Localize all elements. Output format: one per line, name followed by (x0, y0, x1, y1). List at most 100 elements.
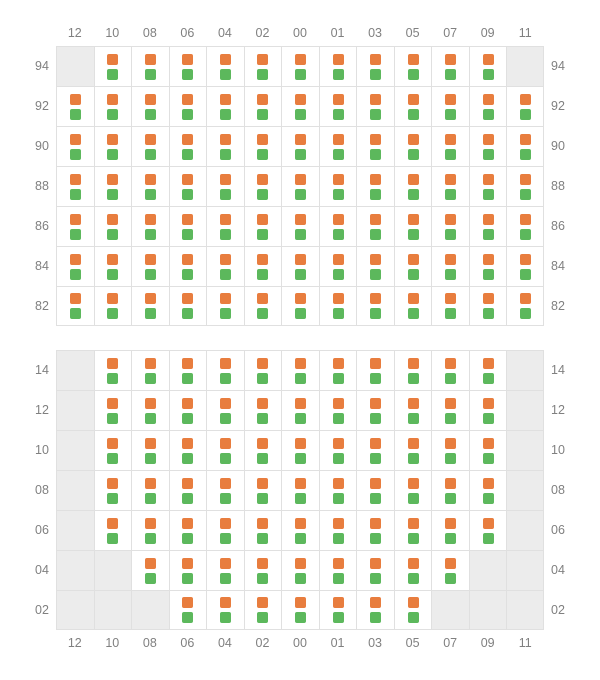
rack-cell-active[interactable] (469, 246, 507, 286)
rack-cell-active[interactable] (206, 166, 244, 206)
rack-cell-active[interactable] (206, 470, 244, 510)
rack-cell-active[interactable] (431, 390, 469, 430)
rack-cell-active[interactable] (131, 390, 169, 430)
rack-cell-active[interactable] (56, 246, 94, 286)
rack-cell-active[interactable] (281, 390, 319, 430)
rack-cell-active[interactable] (394, 166, 432, 206)
rack-cell-active[interactable] (244, 510, 282, 550)
rack-cell-active[interactable] (169, 390, 207, 430)
rack-cell-active[interactable] (394, 286, 432, 326)
rack-cell-active[interactable] (94, 350, 132, 390)
rack-cell-active[interactable] (356, 350, 394, 390)
rack-cell-active[interactable] (169, 286, 207, 326)
rack-cell-active[interactable] (169, 86, 207, 126)
rack-cell-active[interactable] (131, 286, 169, 326)
rack-cell-active[interactable] (94, 286, 132, 326)
rack-cell-active[interactable] (94, 46, 132, 86)
rack-cell-active[interactable] (206, 246, 244, 286)
rack-cell-active[interactable] (131, 430, 169, 470)
rack-cell-active[interactable] (281, 166, 319, 206)
rack-cell-active[interactable] (469, 166, 507, 206)
rack-cell-active[interactable] (56, 166, 94, 206)
rack-cell-active[interactable] (281, 510, 319, 550)
rack-cell-active[interactable] (131, 46, 169, 86)
rack-cell-active[interactable] (356, 590, 394, 630)
rack-cell-active[interactable] (394, 390, 432, 430)
rack-cell-active[interactable] (431, 126, 469, 166)
rack-cell-active[interactable] (94, 390, 132, 430)
rack-cell-active[interactable] (469, 470, 507, 510)
rack-cell-active[interactable] (131, 350, 169, 390)
rack-cell-active[interactable] (356, 206, 394, 246)
rack-cell-active[interactable] (131, 166, 169, 206)
rack-cell-active[interactable] (131, 246, 169, 286)
rack-cell-active[interactable] (319, 166, 357, 206)
rack-cell-active[interactable] (394, 590, 432, 630)
rack-cell-active[interactable] (206, 126, 244, 166)
rack-cell-active[interactable] (469, 510, 507, 550)
rack-cell-active[interactable] (319, 126, 357, 166)
rack-cell-active[interactable] (431, 510, 469, 550)
rack-cell-active[interactable] (244, 286, 282, 326)
rack-cell-active[interactable] (469, 350, 507, 390)
rack-cell-active[interactable] (169, 166, 207, 206)
rack-cell-active[interactable] (356, 86, 394, 126)
rack-cell-active[interactable] (169, 350, 207, 390)
rack-cell-active[interactable] (356, 286, 394, 326)
rack-cell-active[interactable] (431, 206, 469, 246)
rack-cell-active[interactable] (356, 246, 394, 286)
rack-cell-active[interactable] (169, 46, 207, 86)
rack-cell-active[interactable] (356, 126, 394, 166)
rack-cell-active[interactable] (206, 286, 244, 326)
rack-cell-active[interactable] (431, 46, 469, 86)
rack-cell-active[interactable] (94, 246, 132, 286)
rack-cell-active[interactable] (206, 590, 244, 630)
rack-cell-active[interactable] (431, 86, 469, 126)
rack-cell-active[interactable] (319, 350, 357, 390)
rack-cell-active[interactable] (319, 470, 357, 510)
rack-cell-active[interactable] (356, 46, 394, 86)
rack-cell-active[interactable] (244, 590, 282, 630)
rack-cell-active[interactable] (394, 430, 432, 470)
rack-cell-active[interactable] (206, 350, 244, 390)
rack-cell-active[interactable] (319, 510, 357, 550)
rack-cell-active[interactable] (94, 206, 132, 246)
rack-cell-active[interactable] (281, 86, 319, 126)
rack-cell-active[interactable] (319, 286, 357, 326)
rack-cell-active[interactable] (394, 470, 432, 510)
rack-cell-active[interactable] (281, 350, 319, 390)
rack-cell-active[interactable] (131, 206, 169, 246)
rack-cell-active[interactable] (244, 126, 282, 166)
rack-cell-active[interactable] (244, 430, 282, 470)
rack-cell-active[interactable] (56, 126, 94, 166)
rack-cell-active[interactable] (169, 126, 207, 166)
rack-cell-active[interactable] (394, 246, 432, 286)
rack-cell-active[interactable] (169, 206, 207, 246)
rack-cell-active[interactable] (281, 246, 319, 286)
rack-cell-active[interactable] (431, 470, 469, 510)
rack-cell-active[interactable] (206, 510, 244, 550)
rack-cell-active[interactable] (431, 246, 469, 286)
rack-cell-active[interactable] (94, 430, 132, 470)
rack-cell-active[interactable] (206, 430, 244, 470)
rack-cell-active[interactable] (469, 430, 507, 470)
rack-cell-active[interactable] (356, 510, 394, 550)
rack-cell-active[interactable] (244, 46, 282, 86)
rack-cell-active[interactable] (319, 86, 357, 126)
rack-cell-active[interactable] (281, 286, 319, 326)
rack-cell-active[interactable] (506, 166, 544, 206)
rack-cell-active[interactable] (431, 430, 469, 470)
rack-cell-active[interactable] (281, 430, 319, 470)
rack-cell-active[interactable] (281, 206, 319, 246)
rack-cell-active[interactable] (244, 86, 282, 126)
rack-cell-active[interactable] (94, 126, 132, 166)
rack-cell-active[interactable] (281, 470, 319, 510)
rack-cell-active[interactable] (469, 46, 507, 86)
rack-cell-active[interactable] (131, 550, 169, 590)
rack-cell-active[interactable] (56, 286, 94, 326)
rack-cell-active[interactable] (431, 550, 469, 590)
rack-cell-active[interactable] (169, 470, 207, 510)
rack-cell-active[interactable] (94, 86, 132, 126)
rack-cell-active[interactable] (94, 470, 132, 510)
rack-cell-active[interactable] (356, 430, 394, 470)
